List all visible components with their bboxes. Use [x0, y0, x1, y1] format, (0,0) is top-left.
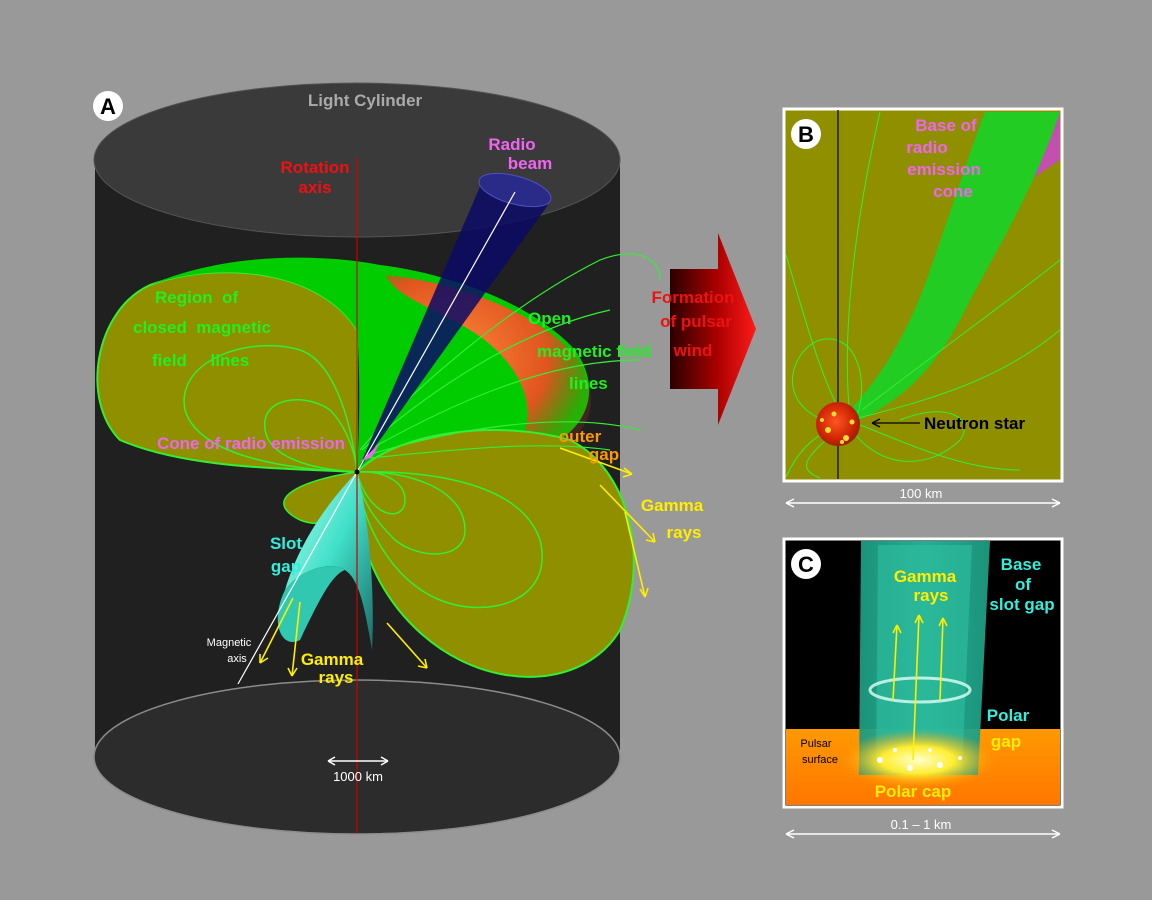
panel-a: A Light Cylinder Rotation axis Radio bea…	[93, 82, 704, 835]
magnetic-axis-upper	[356, 191, 516, 473]
polar-cap-label: Polar cap	[875, 782, 952, 801]
gamma-ray-arrows-a	[259, 447, 656, 677]
panel-c-letter: C	[798, 552, 814, 577]
wind-label-1: Formation	[651, 288, 734, 307]
polar-cap-glow	[838, 730, 998, 790]
polar-gap-label-1: Polar	[987, 706, 1030, 725]
scale-bar-c	[785, 829, 1061, 839]
closed-field-lines	[183, 344, 543, 609]
gamma-c-label-2: rays	[914, 586, 949, 605]
radio-emission-cone-marker	[360, 443, 380, 462]
outer-gap-label-2: gap	[589, 445, 619, 464]
closed-region-right	[355, 429, 635, 678]
slot-gap-label-1: Slot	[270, 534, 302, 553]
open-lines-label-1: Open	[528, 309, 571, 328]
slot-gap-lower	[277, 566, 345, 642]
base-slot-label-1: Base	[1001, 555, 1042, 574]
open-lines-label-3: lines	[569, 374, 608, 393]
gamma-ray-arrows-c	[892, 614, 948, 761]
wind-label-3: wind	[673, 341, 713, 360]
gamma-bottom-label-2: rays	[319, 668, 354, 687]
closed-region-label-2: closed magnetic	[133, 318, 271, 337]
scale-label-c: 0.1 – 1 km	[891, 817, 952, 832]
gamma-right-label-1: Gamma	[641, 496, 704, 515]
base-cone-label-3: emission	[907, 160, 981, 179]
outer-gap-label-1: outer	[559, 427, 602, 446]
polar-gap-inner	[876, 545, 972, 770]
base-cone-label-2: radio	[906, 138, 948, 157]
base-slot-label-3: slot gap	[989, 595, 1054, 614]
panel-b-field-lines	[785, 111, 1061, 479]
radio-beam-label-1: Radio	[488, 135, 535, 154]
panel-c: C Gamma rays Base of slot gap Polar gap …	[782, 537, 1064, 839]
slot-gap-region	[285, 472, 373, 650]
closed-region-label-3: field lines	[152, 351, 249, 370]
rotation-axis-label-2: axis	[298, 178, 331, 197]
scale-label-a: 1000 km	[333, 769, 383, 784]
scale-label-b: 100 km	[900, 486, 943, 501]
panel-b: B Base of radio emission cone Neutron st…	[782, 107, 1064, 508]
neutron-star-label: Neutron star	[924, 414, 1025, 433]
base-cone-label-1: Base of	[915, 116, 977, 135]
panel-b-letter: B	[798, 122, 814, 147]
panel-b-badge	[791, 119, 821, 149]
panel-a-letter: A	[100, 94, 116, 119]
neutron-star-point	[354, 469, 360, 475]
scale-bar-b	[785, 498, 1061, 508]
outer-gap-region	[385, 275, 592, 445]
radio-beam-cap	[478, 172, 552, 208]
base-slot-label-2: of	[1015, 575, 1031, 594]
base-cone-label-4: cone	[933, 182, 973, 201]
polar-gap-ring	[868, 676, 972, 704]
radio-cone-label: Cone of radio emission	[157, 434, 345, 453]
pulsar-wind-arrow: Formation of pulsar wind	[651, 233, 756, 425]
panel-a-badge	[93, 91, 123, 121]
wind-label-2: of pulsar	[660, 312, 732, 331]
neutron-star	[816, 402, 860, 446]
rotation-axis-label-1: Rotation	[281, 158, 350, 177]
magnetic-axis-lower	[237, 471, 358, 685]
gamma-bottom-label-1: Gamma	[301, 650, 364, 669]
magnetic-axis-label-1: Magnetic	[207, 637, 252, 649]
pulsar-surface-label-2: surface	[802, 754, 838, 766]
radio-beam-cone	[357, 182, 548, 472]
gamma-c-label-1: Gamma	[894, 567, 957, 586]
polar-gap-label-2: gap	[991, 732, 1021, 751]
scale-bar-a	[327, 756, 389, 766]
polar-cap-sparks	[877, 748, 962, 771]
open-flux-tube	[845, 112, 1060, 420]
panel-c-badge	[791, 549, 821, 579]
closed-region-label-1: Region of	[155, 288, 238, 307]
radio-beam-label-2: beam	[508, 154, 552, 173]
neutron-star-hotspots	[820, 411, 855, 444]
slot-gap-label-2: gap	[271, 557, 301, 576]
light-cylinder-label: Light Cylinder	[308, 91, 423, 110]
open-lines-label-2: magnetic field	[537, 342, 651, 361]
pulsar-surface-label-1: Pulsar	[800, 738, 832, 750]
magnetic-axis-label-2: axis	[227, 653, 247, 665]
gamma-right-label-2: rays	[667, 523, 702, 542]
neutron-star-pointer	[871, 418, 920, 428]
